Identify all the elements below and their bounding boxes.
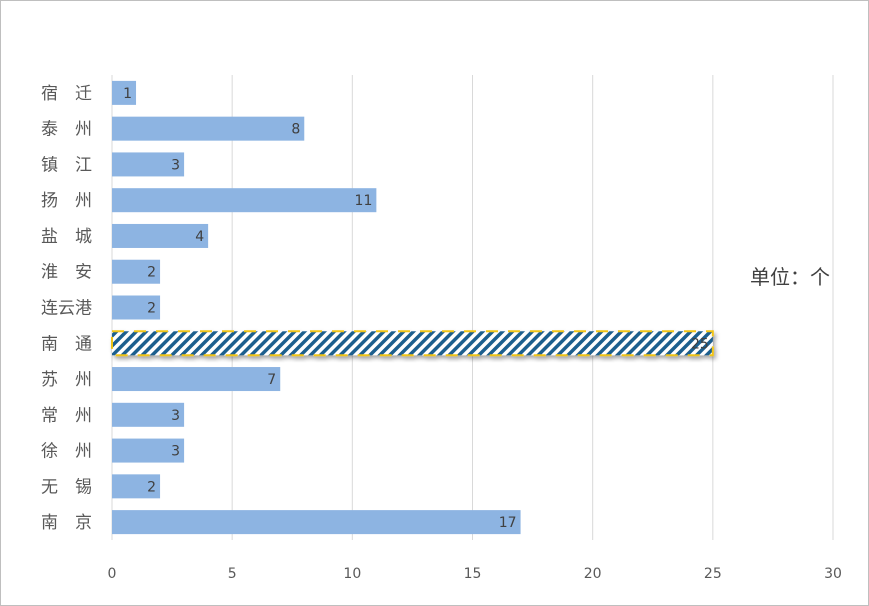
gridlines	[111, 75, 834, 540]
category-label: 常 州	[41, 406, 92, 426]
data-label: 3	[171, 157, 180, 173]
data-label: 4	[195, 229, 204, 245]
data-label: 7	[267, 372, 276, 388]
bar-highlighted	[111, 330, 714, 357]
labels: 0 5 10 15 20 25 30 宿 迁 1 泰 州 8 镇 江 3 扬 州 11 盐 城 4 淮 安 2 连云港…	[41, 84, 842, 582]
category-label: 徐 州	[41, 442, 92, 462]
category-label: 泰 州	[41, 120, 92, 140]
bar	[112, 116, 305, 141]
category-label: 宿 迁	[41, 84, 92, 104]
bar	[112, 80, 137, 105]
bars	[111, 80, 714, 535]
category-label: 连云港	[41, 299, 92, 319]
data-label: 2	[147, 479, 156, 495]
category-label: 盐 城	[41, 227, 92, 247]
x-tick-label: 10	[343, 566, 361, 582]
x-tick-label: 20	[584, 566, 602, 582]
x-tick-label: 0	[108, 566, 117, 582]
category-label: 南 通	[41, 334, 92, 354]
unit-label: 单位：个	[750, 265, 830, 289]
category-label: 扬 州	[41, 191, 92, 211]
category-label: 镇 江	[41, 155, 92, 175]
data-label: 2	[147, 265, 156, 281]
data-label: 2	[147, 301, 156, 317]
bar	[112, 510, 521, 535]
data-label: 3	[171, 408, 180, 424]
bar	[112, 152, 185, 177]
x-tick-label: 5	[228, 566, 237, 582]
bar	[112, 367, 281, 392]
data-label: 11	[355, 193, 373, 209]
bar	[112, 223, 209, 248]
category-label: 无 锡	[41, 477, 92, 497]
bar	[112, 295, 161, 320]
data-label: 17	[499, 515, 517, 531]
x-tick-label: 25	[704, 566, 722, 582]
x-tick-label: 15	[464, 566, 482, 582]
bar	[112, 259, 161, 284]
bar	[112, 402, 185, 427]
data-label: 3	[171, 444, 180, 460]
category-label: 苏 州	[41, 370, 92, 390]
x-tick-label: 30	[824, 566, 842, 582]
data-label: 1	[123, 86, 132, 102]
bar	[112, 188, 377, 213]
data-label: 25	[691, 336, 709, 352]
category-label: 淮 安	[41, 263, 92, 283]
data-label: 8	[291, 122, 300, 138]
bar	[112, 474, 161, 499]
category-label: 南 京	[41, 513, 92, 533]
bar	[112, 438, 185, 463]
